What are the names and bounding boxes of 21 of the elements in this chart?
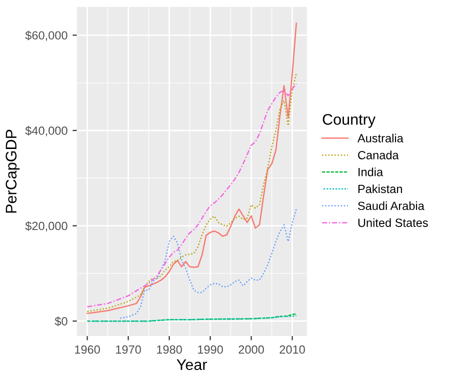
legend-label: Canada <box>358 150 399 160</box>
legend-label: United States <box>358 218 428 227</box>
x-tick-label: 2010 <box>280 345 305 354</box>
x-axis-title: Year <box>176 359 208 370</box>
x-tick-label: 1970 <box>116 345 141 354</box>
y-tick-label: $60,000 <box>25 30 68 41</box>
legend-title: Country <box>322 114 376 128</box>
line-series <box>119 208 297 319</box>
x-tick-label: 1980 <box>157 345 182 354</box>
x-tick-label: 1990 <box>198 345 223 354</box>
y-tick-label: $0 <box>54 316 68 326</box>
legend-label: India <box>358 168 384 176</box>
y-tick-label: $40,000 <box>25 126 68 136</box>
x-tick-label: 2000 <box>238 345 264 354</box>
legend-label: Pakistan <box>358 184 402 194</box>
legend-label: Saudi Arabia <box>358 201 424 210</box>
y-axis-title: PerCapGDP <box>6 130 20 213</box>
line-series <box>86 22 297 314</box>
y-tick-label: $20,000 <box>25 221 68 232</box>
legend-label: Australia <box>357 134 404 142</box>
x-tick-label: 1960 <box>75 345 100 354</box>
